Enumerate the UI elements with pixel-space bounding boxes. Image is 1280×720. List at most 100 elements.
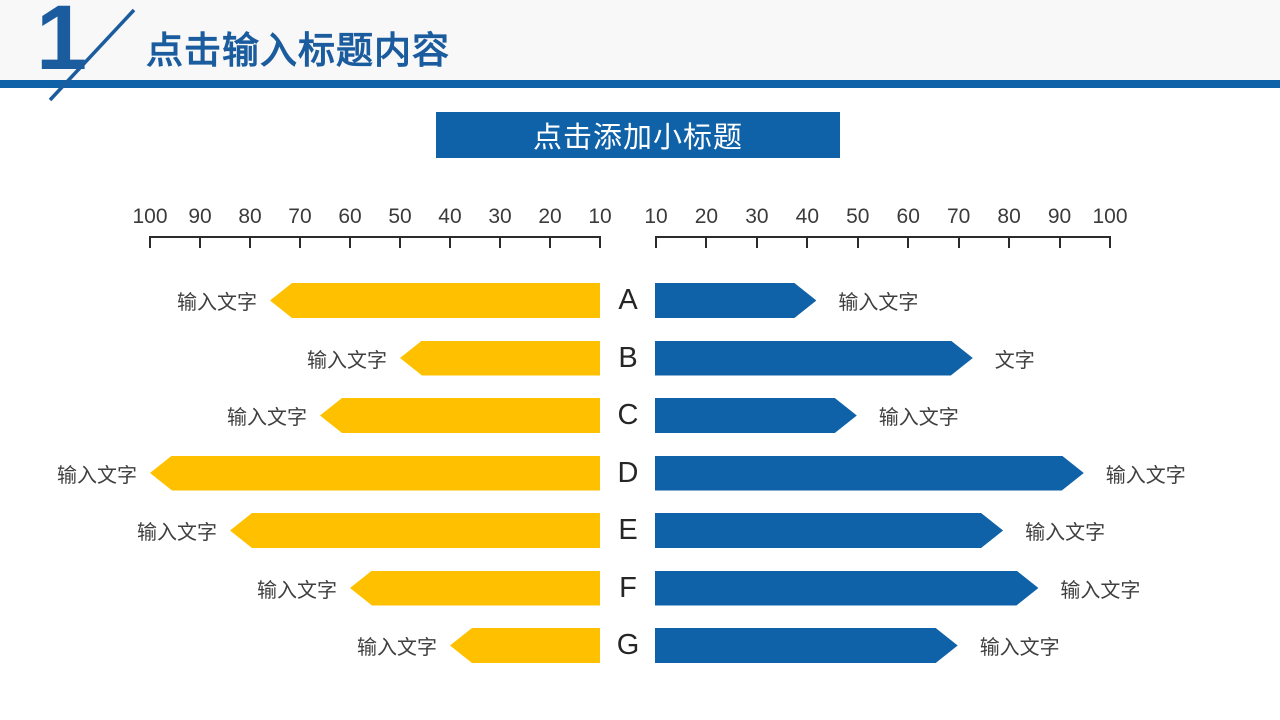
axis-tick [655, 236, 657, 248]
category-letter: G [616, 629, 640, 661]
axis-tick [448, 236, 451, 248]
right-bar-label[interactable]: 输入文字 [878, 407, 959, 429]
yellow-arrow-bar [270, 283, 600, 318]
axis-line [150, 236, 600, 238]
left-axis: 100 90 80 70 60 50 40 30 20 10 [132, 205, 612, 249]
chart-row: 输入文字 E 输入文字 [0, 513, 1280, 548]
right-bar-label[interactable]: 输入文字 [1025, 522, 1106, 544]
subtitle-box[interactable]: 点击添加小标题 [436, 112, 840, 158]
axis-line [656, 236, 1110, 238]
axis-tick [1058, 236, 1061, 248]
right-bar-cell: 文字 [655, 341, 1280, 376]
axis-tick-label: 70 [946, 205, 971, 228]
axis-tick [755, 236, 758, 248]
left-bar-label[interactable]: 输入文字 [227, 407, 307, 429]
left-bar-label[interactable]: 输入文字 [57, 464, 137, 487]
right-axis: 10 20 30 40 50 60 70 80 90 100 [644, 205, 1128, 249]
axis-tick-label: 50 [846, 205, 870, 228]
right-bar-label[interactable]: 文字 [994, 349, 1035, 372]
blue-arrow-bar [655, 571, 1038, 606]
axis-tick [249, 236, 251, 248]
axis-tick-label: 80 [238, 205, 262, 228]
axis-tick-label: 90 [1047, 205, 1072, 228]
blue-arrow-bar [655, 341, 973, 376]
axis-tick-label: 30 [488, 205, 512, 228]
left-bar-label[interactable]: 输入文字 [357, 637, 437, 659]
axis-tick-label: 80 [997, 205, 1021, 228]
axis-tick [806, 236, 809, 248]
axis-tick [599, 236, 601, 248]
axis-tick [957, 236, 960, 248]
axis-tick-label: 90 [188, 205, 212, 228]
chart-row: 输入文字 F 输入文字 [0, 570, 1280, 606]
right-bar-cell: 输入文字 [655, 513, 1280, 548]
right-bar-cell: 输入文字 [655, 398, 1280, 433]
chart-row: 输入文字 C 输入文字 [0, 398, 1280, 433]
axis-tick [549, 236, 551, 248]
blue-arrow-bar [655, 456, 1084, 491]
yellow-arrow-bar [150, 455, 600, 491]
right-bar-label[interactable]: 输入文字 [838, 292, 919, 314]
left-bar-cell: 输入文字 [0, 628, 600, 663]
axis-tick [298, 236, 301, 248]
axis-tick-label: 10 [588, 205, 612, 228]
axis-tick [1109, 236, 1111, 248]
chart-row: 输入文字 D 输入文字 [0, 455, 1280, 491]
axis-tick [1008, 236, 1011, 248]
axis-tick [856, 236, 859, 248]
chart-row: 输入文字 A 输入文字 [0, 283, 1280, 318]
axis-tick [399, 236, 401, 248]
right-bar-label[interactable]: 输入文字 [1060, 579, 1141, 602]
axis-tick-label: 20 [538, 205, 562, 228]
blue-arrow-bar [655, 513, 1003, 548]
left-bar-label[interactable]: 输入文字 [177, 292, 257, 314]
axis-tick [499, 236, 501, 248]
axis-tick [705, 236, 708, 248]
left-bar-label[interactable]: 输入文字 [307, 349, 387, 372]
left-bar-cell: 输入文字 [0, 398, 600, 433]
axis-tick-label: 100 [132, 205, 168, 228]
axis-tick-label: 70 [288, 205, 312, 228]
axis-tick-label: 40 [438, 205, 462, 228]
chart-row: 输入文字 G 输入文字 [0, 628, 1280, 663]
left-bar-label[interactable]: 输入文字 [257, 579, 337, 602]
right-bar-cell: 输入文字 [655, 283, 1280, 318]
category-letter: C [617, 399, 639, 431]
left-bar-cell: 输入文字 [0, 340, 600, 376]
axis-tick-label: 50 [388, 205, 412, 228]
left-bar-cell: 输入文字 [0, 513, 600, 548]
category-letter: F [619, 571, 637, 604]
right-bar-cell: 输入文字 [655, 456, 1280, 491]
slash-icon [48, 8, 136, 102]
yellow-arrow-bar [230, 513, 600, 548]
axis-tick-label: 60 [896, 205, 920, 228]
slide-header: 1 点击输入标题内容 [0, 0, 1280, 102]
axis-tick-label: 100 [1092, 205, 1128, 228]
slide-title[interactable]: 点击输入标题内容 [146, 30, 450, 71]
axis-tick [349, 236, 351, 248]
axis-tick-label: 60 [338, 205, 362, 228]
category-letter: D [617, 456, 639, 489]
blue-arrow-bar [655, 283, 816, 318]
axis-tick [199, 236, 201, 248]
chart-row: 输入文字 B 文字 [0, 340, 1280, 376]
yellow-arrow-bar [320, 398, 600, 433]
blue-arrow-bar [655, 398, 857, 433]
yellow-arrow-bar [350, 570, 600, 606]
left-bar-label[interactable]: 输入文字 [137, 522, 217, 544]
axis-tick [907, 236, 910, 248]
right-bar-label[interactable]: 输入文字 [1105, 464, 1186, 487]
axis-tick-label: 10 [644, 205, 668, 228]
category-letter: B [618, 341, 638, 374]
right-bar-label[interactable]: 输入文字 [979, 637, 1060, 659]
axis-tick [149, 236, 151, 248]
left-bar-cell: 输入文字 [0, 570, 600, 606]
category-letter: E [618, 514, 638, 546]
blue-arrow-bar [655, 628, 958, 663]
right-bar-cell: 输入文字 [655, 628, 1280, 663]
yellow-arrow-bar [450, 628, 600, 663]
axis-tick-label: 20 [694, 205, 719, 228]
left-bar-cell: 输入文字 [0, 283, 600, 318]
subtitle-text: 点击添加小标题 [532, 122, 743, 154]
